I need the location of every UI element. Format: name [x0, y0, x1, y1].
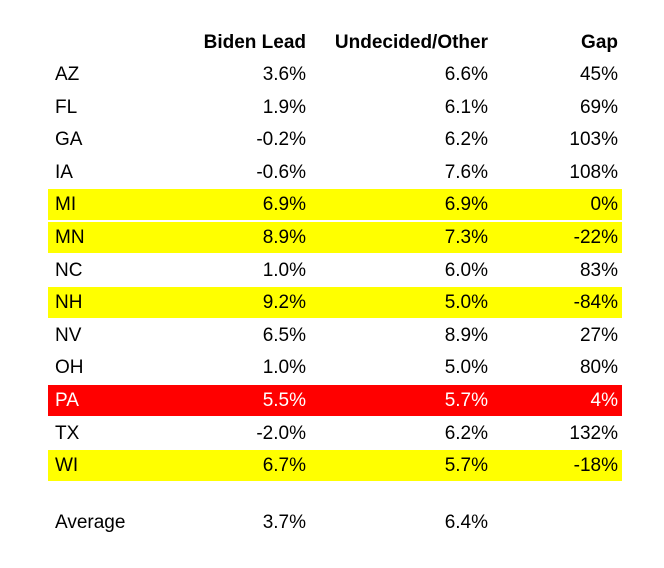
- cell-gap: 83%: [579, 260, 618, 281]
- cell-state: FL: [55, 97, 78, 118]
- cell-biden-lead: 6.9%: [262, 194, 306, 215]
- table-row: FL 1.9% 6.1% 69%: [48, 92, 622, 123]
- table-row: NC 1.0% 6.0% 83%: [48, 255, 622, 286]
- table-row: MN 8.9% 7.3% -22%: [48, 222, 622, 253]
- cell-biden-lead: 8.9%: [262, 227, 306, 248]
- cell-biden-lead: 6.7%: [262, 455, 306, 476]
- cell-undecided-other: 6.2%: [444, 423, 488, 444]
- cell-gap: -22%: [573, 227, 618, 248]
- header-gap: Gap: [581, 32, 618, 53]
- cell-biden-lead: -2.0%: [256, 423, 306, 444]
- table-header-row: Biden Lead Undecided/Other Gap: [48, 27, 622, 58]
- cell-gap: 4%: [590, 390, 618, 411]
- cell-biden-lead: -0.6%: [256, 162, 306, 183]
- cell-state: MN: [55, 227, 85, 248]
- cell-biden-lead: 1.0%: [262, 357, 306, 378]
- cell-state: NC: [55, 260, 83, 281]
- cell-gap: -18%: [573, 455, 618, 476]
- cell-undecided-other: 6.1%: [444, 97, 488, 118]
- cell-biden-lead: 1.9%: [262, 97, 306, 118]
- cell-biden-lead: -0.2%: [256, 129, 306, 150]
- table-row: NH 9.2% 5.0% -84%: [48, 287, 622, 318]
- cell-undecided-other: 7.3%: [444, 227, 488, 248]
- summary-undecided-other: 6.4%: [444, 512, 488, 533]
- summary-label: Average: [55, 512, 126, 533]
- cell-biden-lead: 5.5%: [262, 390, 306, 411]
- cell-undecided-other: 7.6%: [444, 162, 488, 183]
- cell-undecided-other: 6.2%: [444, 129, 488, 150]
- cell-undecided-other: 5.7%: [444, 390, 488, 411]
- cell-gap: -84%: [573, 292, 618, 313]
- cell-state: MI: [55, 194, 77, 215]
- header-biden-lead: Biden Lead: [203, 32, 306, 53]
- cell-undecided-other: 8.9%: [444, 325, 488, 346]
- cell-state: NH: [55, 292, 83, 313]
- table-row: TX -2.0% 6.2% 132%: [48, 418, 622, 449]
- cell-state: TX: [55, 423, 80, 444]
- cell-gap: 27%: [579, 325, 618, 346]
- cell-state: WI: [55, 455, 79, 476]
- table-summary-row: Average 3.7% 6.4%: [48, 507, 622, 538]
- cell-gap: 80%: [579, 357, 618, 378]
- summary-biden-lead: 3.7%: [262, 512, 306, 533]
- table-row: OH 1.0% 5.0% 80%: [48, 352, 622, 383]
- cell-state: IA: [55, 162, 73, 183]
- cell-state: AZ: [55, 64, 80, 85]
- cell-undecided-other: 6.0%: [444, 260, 488, 281]
- cell-state: NV: [55, 325, 82, 346]
- table-row: AZ 3.6% 6.6% 45%: [48, 59, 622, 90]
- cell-undecided-other: 6.6%: [444, 64, 488, 85]
- cell-gap: 108%: [569, 162, 618, 183]
- header-undecided-other: Undecided/Other: [334, 32, 488, 53]
- cell-gap: 103%: [569, 129, 618, 150]
- cell-undecided-other: 5.0%: [444, 292, 488, 313]
- table-row: NV 6.5% 8.9% 27%: [48, 320, 622, 351]
- cell-biden-lead: 3.6%: [262, 64, 306, 85]
- cell-biden-lead: 6.5%: [262, 325, 306, 346]
- cell-biden-lead: 9.2%: [262, 292, 306, 313]
- cell-undecided-other: 5.0%: [444, 357, 488, 378]
- table-row: PA 5.5% 5.7% 4%: [48, 385, 622, 416]
- cell-state: GA: [55, 129, 83, 150]
- cell-biden-lead: 1.0%: [262, 260, 306, 281]
- table-row: WI 6.7% 5.7% -18%: [48, 450, 622, 481]
- table-row: GA -0.2% 6.2% 103%: [48, 124, 622, 155]
- table-row: MI 6.9% 6.9% 0%: [48, 189, 622, 220]
- table-row: IA -0.6% 7.6% 108%: [48, 157, 622, 188]
- cell-gap: 45%: [579, 64, 618, 85]
- cell-undecided-other: 6.9%: [444, 194, 488, 215]
- cell-gap: 132%: [569, 423, 618, 444]
- cell-state: OH: [55, 357, 84, 378]
- cell-gap: 0%: [590, 194, 618, 215]
- cell-gap: 69%: [579, 97, 618, 118]
- cell-undecided-other: 5.7%: [444, 455, 488, 476]
- cell-state: PA: [55, 390, 79, 411]
